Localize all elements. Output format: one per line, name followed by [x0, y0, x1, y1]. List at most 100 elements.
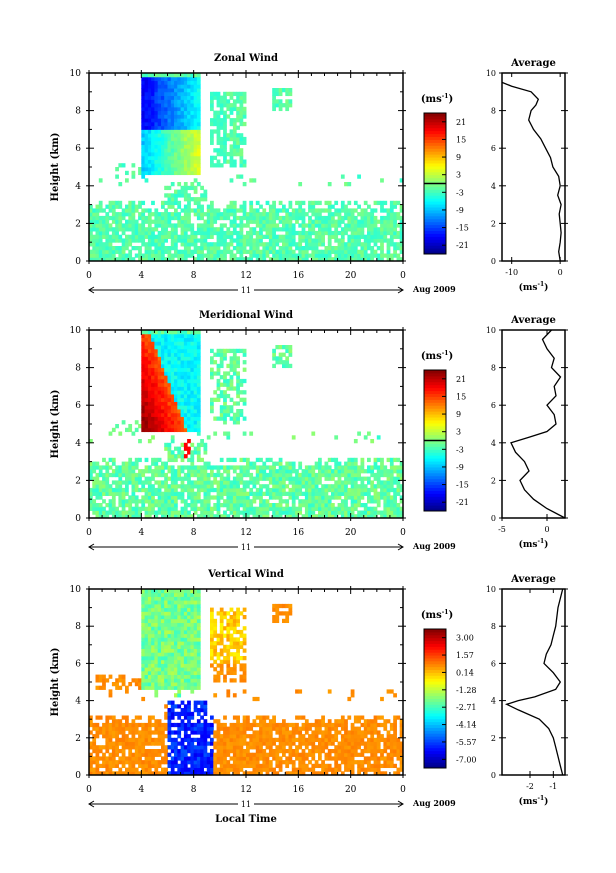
heatmap-cell: [226, 215, 231, 221]
heatmap-cell: [180, 352, 185, 357]
heatmap-cell: [347, 487, 352, 493]
heatmap-cell: [170, 163, 175, 168]
heatmap-cell: [144, 656, 149, 661]
heatmap-cell: [340, 480, 345, 485]
heatmap-cell: [196, 163, 201, 168]
heatmap-cell: [187, 215, 191, 221]
heatmap-cell: [193, 91, 198, 97]
heatmap-cell: [167, 648, 172, 653]
heatmap-cell: [167, 103, 172, 108]
heatmap-cell: [121, 726, 126, 731]
heatmap-cell: [105, 756, 110, 761]
heatmap-cell: [389, 257, 394, 262]
colorbar-tick-label: 9: [456, 410, 461, 419]
heatmap-cell: [229, 230, 234, 236]
heatmap-cell: [89, 208, 93, 213]
heatmap-cell: [288, 352, 293, 357]
heatmap-cell: [246, 457, 250, 463]
heatmap-cell: [236, 412, 240, 417]
heatmap-cell: [144, 405, 149, 410]
heatmap-cell: [190, 487, 195, 493]
heatmap-cell: [380, 514, 384, 519]
heatmap-cell: [223, 375, 227, 380]
heatmap-cell: [183, 148, 188, 153]
heatmap-cell: [259, 465, 263, 470]
heatmap-cell: [196, 431, 201, 436]
heatmap-cell: [196, 99, 201, 104]
heatmap-cell: [131, 771, 136, 776]
heatmap-cell: [144, 375, 149, 380]
colorbar-swatch: [424, 180, 446, 184]
heatmap-cell: [183, 84, 188, 89]
heatmap-cell: [147, 401, 152, 406]
heatmap-cell: [144, 491, 149, 496]
heatmap-cell: [337, 487, 342, 493]
heatmap-cell: [216, 510, 221, 515]
heatmap-cell: [161, 170, 165, 176]
heatmap-cell: [183, 88, 188, 93]
heatmap-cell: [304, 472, 309, 478]
heatmap-cell: [174, 678, 178, 683]
heatmap-cell: [111, 726, 116, 731]
heatmap-cell: [167, 125, 172, 130]
heatmap-cell: [151, 678, 155, 683]
heatmap-cell: [399, 227, 404, 232]
heatmap-cell: [190, 348, 195, 354]
heatmap-cell: [174, 749, 178, 754]
heatmap-cell: [147, 644, 152, 650]
heatmap-cell: [193, 197, 198, 202]
heatmap-cell: [344, 208, 348, 213]
heatmap-cell: [111, 253, 116, 258]
heatmap-cell: [167, 737, 172, 743]
heatmap-cell: [161, 91, 165, 97]
heatmap-cell: [282, 219, 286, 224]
heatmap-cell: [219, 409, 224, 414]
heatmap-cell: [389, 472, 394, 478]
heatmap-cell: [288, 472, 293, 478]
heatmap-cell: [161, 257, 165, 262]
heatmap-cell: [164, 246, 168, 251]
heatmap-cell: [147, 155, 152, 160]
heatmap-cell: [167, 167, 172, 172]
heatmap-cell: [121, 514, 126, 519]
heatmap-cell: [193, 148, 198, 153]
heatmap-cell: [161, 663, 165, 668]
heatmap-cell: [141, 363, 146, 369]
heatmap-cell: [141, 607, 146, 612]
heatmap-cell: [223, 91, 227, 97]
y-axis-label: Height (km): [50, 390, 61, 459]
heatmap-cell: [216, 238, 221, 243]
heatmap-cell: [138, 424, 142, 429]
heatmap-cell: [141, 409, 146, 414]
heatmap-cell: [157, 510, 162, 515]
heatmap-cell: [376, 253, 381, 258]
heatmap-cell: [206, 484, 211, 489]
heatmap-cell: [95, 749, 100, 754]
heatmap-cell: [108, 506, 113, 511]
heatmap-cell: [141, 752, 146, 757]
heatmap-cell: [167, 618, 172, 624]
colorbar-swatch: [424, 204, 446, 208]
heatmap-cell: [167, 84, 172, 89]
heatmap-cell: [108, 215, 113, 221]
heatmap-cell: [196, 397, 201, 402]
heatmap-cell: [376, 491, 381, 496]
heatmap-cell: [128, 499, 133, 504]
heatmap-cell: [141, 674, 146, 679]
heatmap-cell: [190, 227, 195, 232]
heatmap-cell: [223, 234, 227, 239]
heatmap-cell: [318, 215, 322, 221]
heatmap-cell: [376, 472, 381, 478]
heatmap-cell: [170, 592, 175, 597]
heatmap-cell: [147, 360, 152, 365]
heatmap-cell: [89, 719, 93, 724]
heatmap-cell: [167, 722, 172, 728]
heatmap-cell: [174, 118, 178, 123]
heatmap-cell: [210, 469, 214, 474]
heatmap-cell: [138, 749, 142, 754]
heatmap-cell: [151, 352, 155, 357]
heatmap-cell: [161, 227, 165, 232]
heatmap-cell: [275, 257, 280, 262]
heatmap-cell: [386, 472, 391, 478]
heatmap-cell: [92, 722, 97, 728]
